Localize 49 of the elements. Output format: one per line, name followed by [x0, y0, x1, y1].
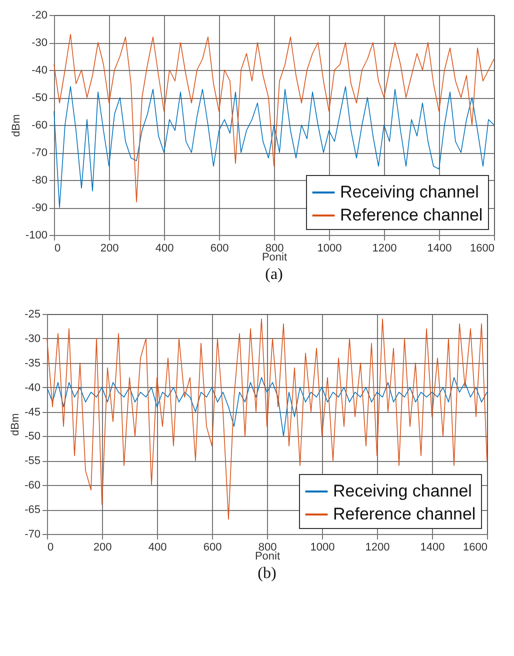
y-tick-label: -60	[24, 480, 40, 492]
x-tick-label: 1600	[463, 542, 488, 554]
x-tick-label: 1000	[310, 542, 335, 554]
x-axis-title: Ponit	[254, 550, 280, 562]
y-tick-label: -30	[24, 332, 40, 345]
y-tick-label: -65	[24, 504, 40, 516]
y-axis-title: dBm	[10, 114, 22, 137]
y-tick-label: -80	[32, 174, 48, 186]
x-tick-label: 600	[203, 542, 222, 554]
y-tick-label: -50	[32, 92, 48, 104]
x-axis-title: Ponit	[262, 252, 288, 264]
y-tick-label: -45	[24, 406, 40, 418]
x-tick-label: 1200	[372, 242, 397, 254]
text: (b)	[258, 565, 276, 582]
x-tick-label: 0	[54, 242, 61, 254]
y-tick-label: -55	[24, 455, 40, 468]
x-tick-label: 200	[100, 242, 119, 254]
y-tick-label: -30	[32, 37, 48, 49]
line-series	[46, 318, 488, 520]
y-axis-title: dBm	[10, 413, 22, 436]
y-tick-label: -70	[24, 528, 40, 540]
line-series	[46, 377, 488, 437]
x-tick-label: 1400	[427, 242, 452, 254]
x-tick-label: 1600	[470, 242, 494, 254]
legend-label: Reference channel	[340, 206, 483, 224]
y-tick-label: -60	[32, 120, 48, 132]
line-series	[54, 86, 494, 208]
legend-label: Receiving channel	[333, 482, 472, 500]
x-tick-label: 600	[210, 242, 229, 254]
legend-label: Reference channel	[333, 504, 476, 524]
x-tick-label: 200	[93, 542, 112, 554]
y-tick-label: -35	[24, 357, 40, 370]
x-tick-label: 400	[148, 542, 167, 554]
x-tick-label: 1200	[365, 542, 390, 554]
y-tick-label: -50	[24, 430, 40, 443]
y-tick-label: -70	[32, 147, 48, 159]
text: (a)	[265, 266, 283, 283]
x-tick-label: 0	[48, 542, 54, 554]
y-tick-label: -40	[24, 382, 40, 394]
y-tick-label: -40	[32, 64, 48, 76]
y-tick-label: -90	[32, 202, 48, 214]
x-tick-label: 1000	[317, 242, 342, 254]
x-tick-label: 1400	[420, 542, 445, 554]
y-tick-label: -25	[24, 308, 40, 320]
y-tick-label: -20	[32, 10, 48, 22]
legend-label: Receiving channel	[340, 182, 479, 202]
x-tick-label: 400	[155, 242, 174, 254]
y-tick-label: -100	[25, 230, 48, 242]
line-series	[54, 34, 494, 202]
